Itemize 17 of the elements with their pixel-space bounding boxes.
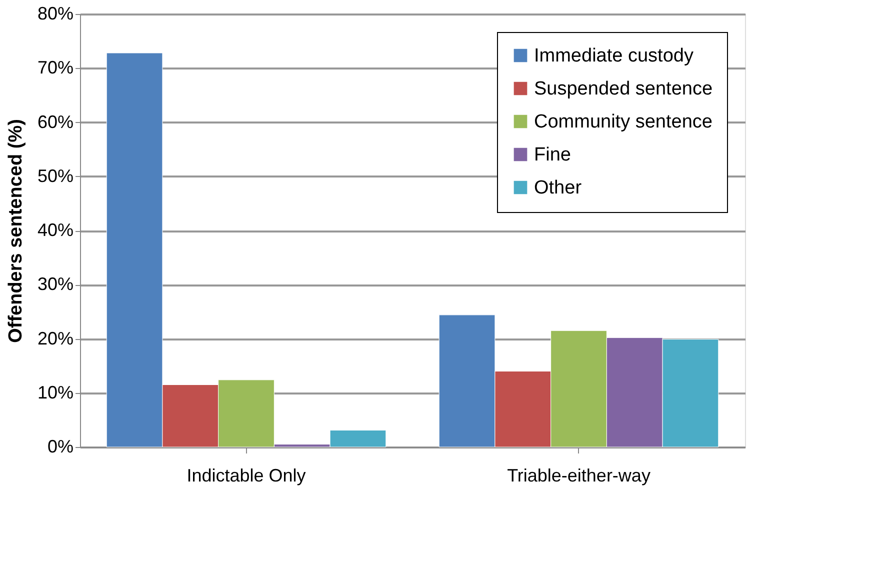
legend-label: Fine [534, 144, 571, 166]
y-axis-title: Offenders sentenced (%) [5, 119, 26, 343]
y-tick-label: 10% [37, 382, 74, 402]
y-tick-label: 20% [37, 328, 74, 348]
x-tick-label: Indictable Only [186, 466, 306, 486]
y-tick-label: 40% [37, 220, 74, 240]
legend-label: Community sentence [534, 112, 712, 132]
legend-label: Other [534, 178, 582, 198]
y-tick-label: 70% [37, 58, 74, 78]
legend-label: Immediate custody [534, 46, 694, 66]
y-tick-label: 80% [37, 4, 74, 24]
y-tick-label: 60% [37, 112, 74, 132]
y-tick-label: 50% [37, 166, 74, 186]
x-tick-label: Triable-either-way [507, 466, 650, 486]
legend-label: Suspended sentence [534, 78, 713, 100]
y-tick-label: 30% [37, 274, 74, 294]
y-tick-label: 0% [47, 436, 74, 456]
